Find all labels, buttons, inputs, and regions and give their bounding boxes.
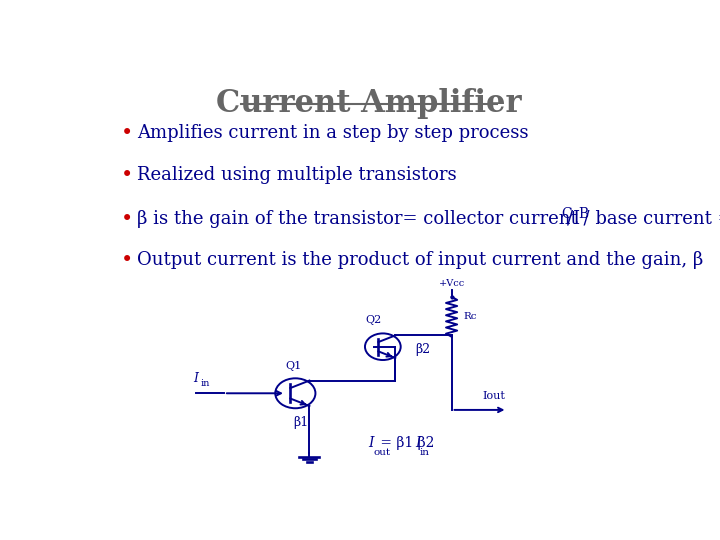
- Text: in: in: [419, 448, 429, 457]
- Text: •: •: [121, 250, 133, 270]
- Text: out: out: [374, 448, 390, 457]
- Text: Output current is the product of input current and the gain, β: Output current is the product of input c…: [138, 251, 703, 269]
- Text: •: •: [121, 124, 133, 144]
- Text: +Vcc: +Vcc: [438, 279, 464, 288]
- Text: β2: β2: [415, 343, 430, 356]
- Text: Q1: Q1: [285, 361, 302, 372]
- Text: Q2: Q2: [366, 315, 382, 325]
- Text: = β1 β2: = β1 β2: [376, 436, 434, 450]
- Text: β is the gain of the transistor= collector current / base current = I: β is the gain of the transistor= collect…: [138, 210, 720, 228]
- Text: •: •: [121, 208, 133, 228]
- Text: C: C: [562, 207, 572, 221]
- Text: Current Amplifier: Current Amplifier: [216, 87, 522, 119]
- Text: Amplifies current in a step by step process: Amplifies current in a step by step proc…: [138, 124, 529, 143]
- Text: β1: β1: [294, 416, 309, 429]
- Text: I: I: [368, 436, 374, 450]
- FancyBboxPatch shape: [81, 58, 657, 487]
- Text: I: I: [193, 372, 198, 385]
- Text: I: I: [415, 436, 420, 450]
- Text: •: •: [121, 165, 133, 185]
- Text: Iout: Iout: [482, 391, 505, 401]
- Text: B: B: [578, 207, 588, 221]
- Text: Rc: Rc: [464, 312, 477, 321]
- Text: /I: /I: [567, 210, 580, 228]
- Text: Realized using multiple transistors: Realized using multiple transistors: [138, 166, 457, 184]
- Text: in: in: [200, 379, 210, 388]
